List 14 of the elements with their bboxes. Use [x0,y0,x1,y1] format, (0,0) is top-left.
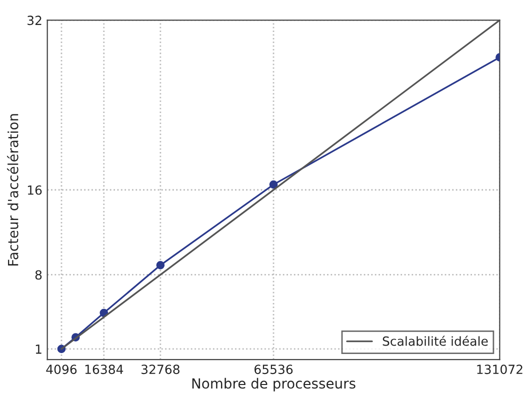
legend-label: Scalabilité idéale [382,336,488,346]
x-axis-title: Nombre de processeurs [192,378,356,392]
point [269,180,278,189]
point [156,261,165,270]
y-tick-label: 8 [35,270,42,280]
y-axis-title: Facteur d'accélération [7,114,18,266]
x-tick-label: 16384 [85,364,124,374]
y-tick-label: 32 [28,16,42,26]
y-tick-label: 1 [36,344,42,354]
x-tick-label: 4096 [46,364,77,374]
x-tick-label: 131072 [477,364,522,374]
x-tick-label: 32768 [142,364,180,374]
x-tick-label: 65536 [254,364,293,374]
y-tick-label: 16 [28,185,42,195]
